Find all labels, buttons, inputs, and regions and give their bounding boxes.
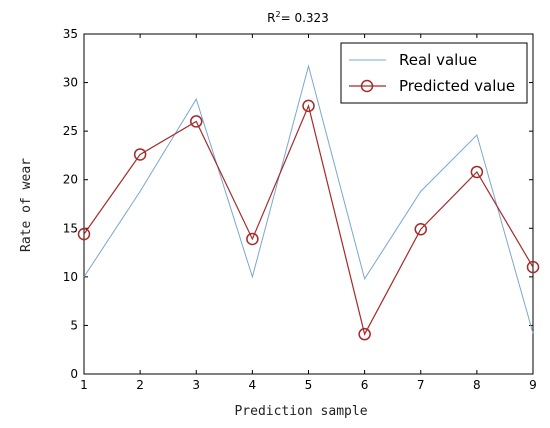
- y-tick-label: 25: [63, 124, 78, 138]
- data-point-predicted-value: [302, 99, 315, 113]
- y-axis-label: Rate of wear: [19, 158, 34, 252]
- data-point-predicted-value: [358, 327, 371, 341]
- data-point-predicted-value: [246, 232, 259, 246]
- data-point-predicted-value: [77, 227, 91, 241]
- data-point-predicted-value: [470, 165, 484, 179]
- x-tick-label: 2: [136, 378, 144, 392]
- series-layer: [77, 64, 540, 341]
- chart-title: R2= 0.323: [267, 10, 329, 25]
- series-line-predicted-value: [83, 103, 534, 336]
- legend-label-real-value: Real value: [399, 51, 477, 69]
- y-tick-label: 30: [63, 76, 78, 90]
- legend-label-predicted-value: Predicted value: [399, 77, 515, 95]
- data-point-predicted-value: [526, 260, 540, 274]
- x-axis-label: Prediction sample: [234, 404, 367, 419]
- x-tick-label: 4: [249, 378, 257, 392]
- y-tick-label: 20: [63, 173, 78, 187]
- title-prefix: R: [267, 11, 275, 25]
- data-point-predicted-value: [133, 148, 147, 161]
- legend-box: [340, 42, 528, 104]
- y-axis: 0 5 10 15 20 25 30 35: [63, 27, 533, 381]
- x-tick-label: 9: [529, 378, 537, 392]
- x-tick-label: 8: [473, 378, 481, 392]
- x-tick-label: 1: [80, 378, 88, 392]
- x-axis: 1 2 3 4 5 6 7 8 9: [80, 34, 537, 392]
- y-tick-label: 10: [63, 270, 78, 284]
- series-line-real-value: [83, 64, 534, 334]
- legend: Real value Predicted value: [340, 42, 528, 104]
- x-tick-label: 3: [192, 378, 200, 392]
- y-tick-label: 15: [63, 221, 78, 235]
- data-point-predicted-value: [414, 223, 427, 236]
- y-tick-label: 35: [63, 27, 78, 41]
- y-tick-label: 5: [70, 318, 78, 332]
- title-value: = 0.323: [281, 11, 329, 25]
- y-tick-label: 0: [70, 367, 78, 381]
- x-tick-label: 7: [417, 378, 425, 392]
- legend-marker-predicted-value: [360, 79, 374, 93]
- x-tick-label: 6: [361, 378, 369, 392]
- x-tick-label: 5: [305, 378, 313, 392]
- title-superscript: 2: [276, 10, 281, 19]
- data-point-predicted-value: [190, 115, 203, 128]
